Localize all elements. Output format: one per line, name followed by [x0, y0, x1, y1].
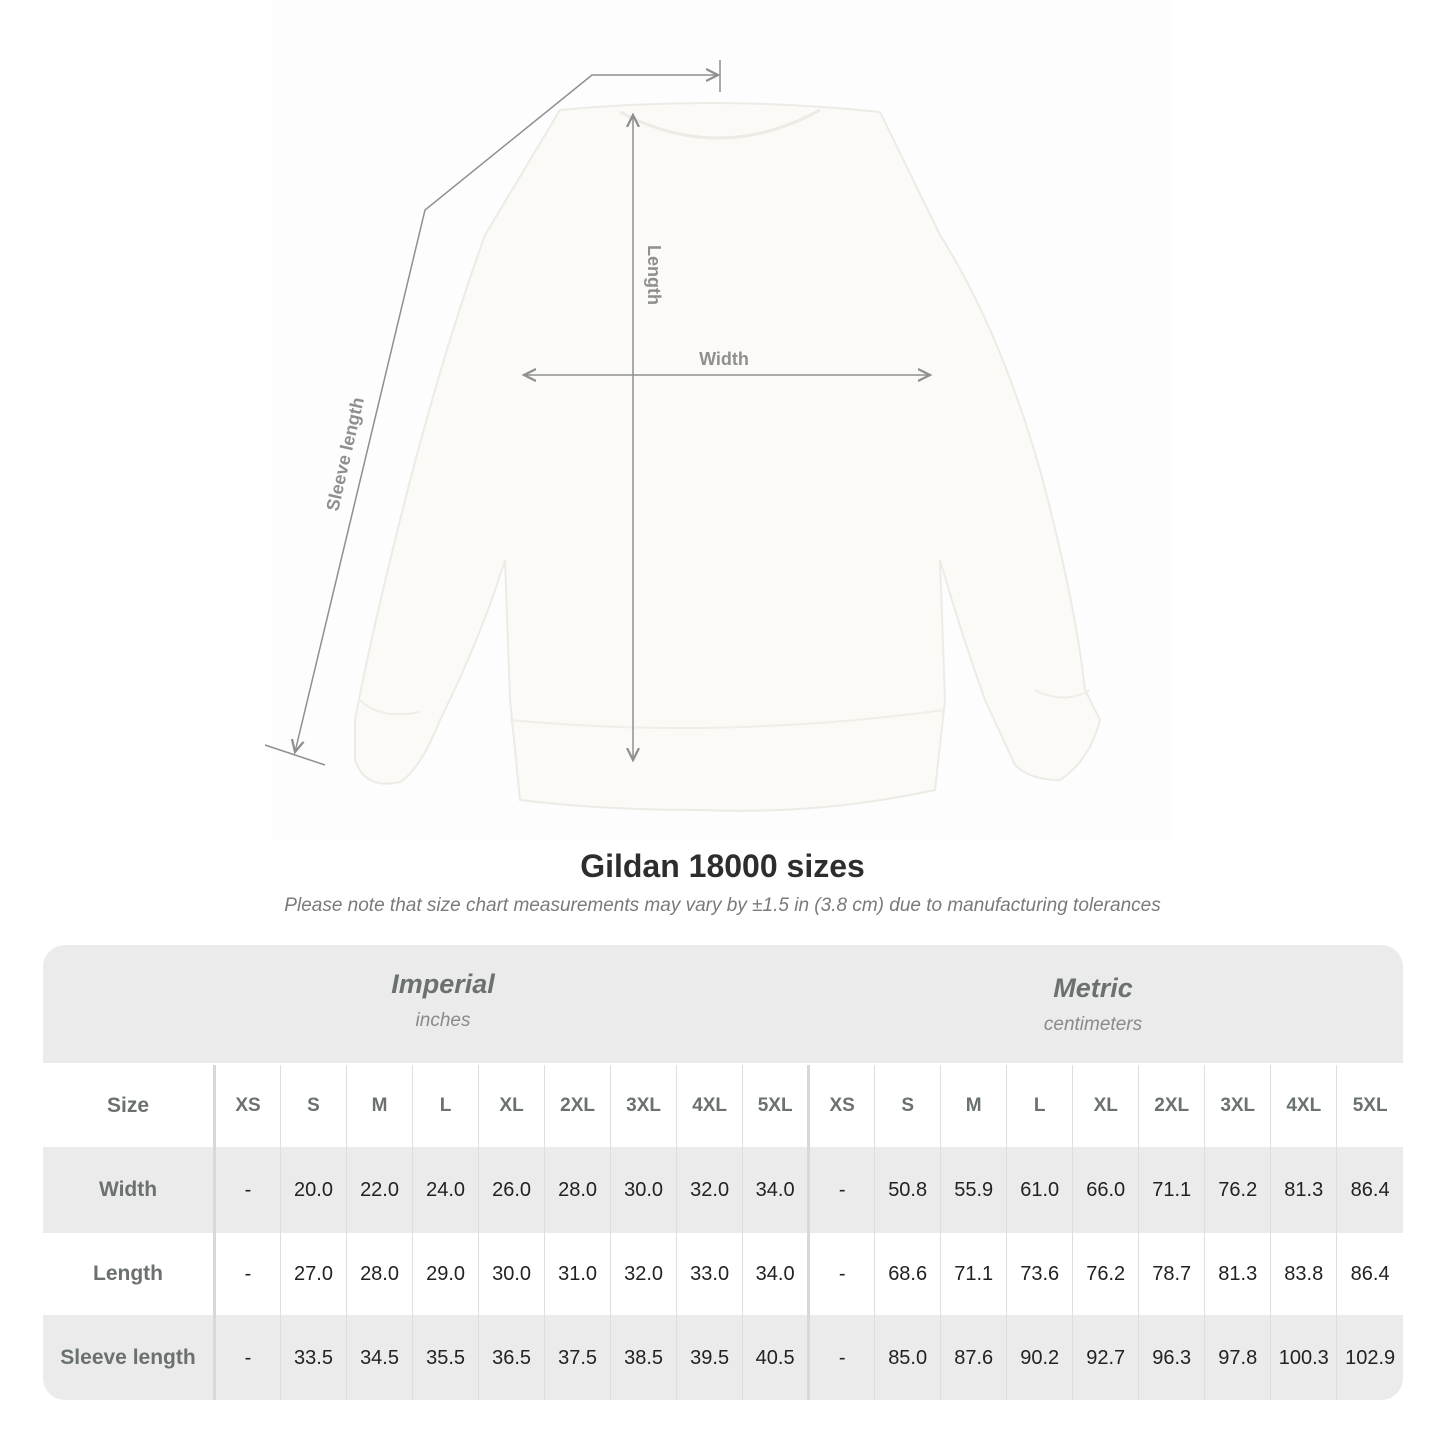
metric-size-header: L: [1006, 1065, 1073, 1147]
metric-size-header: 2XL: [1138, 1065, 1205, 1147]
metric-value-cell: -: [807, 1315, 875, 1400]
table-row: Sleeve length -33.5 34.5 35.5 36.5 37.5 38.5 39…: [43, 1315, 1403, 1400]
imperial-value-cell: -: [213, 1315, 281, 1400]
imperial-size-header: XL: [478, 1065, 545, 1147]
chart-title: Gildan 18000 sizes: [580, 848, 865, 884]
imperial-size-header: 2XL: [544, 1065, 611, 1147]
imperial-value-cell: 33.5: [280, 1315, 347, 1400]
size-row-label: Size: [43, 1065, 216, 1147]
metric-value-cell: 76.2: [1204, 1147, 1271, 1233]
metric-value-cell: 76.2: [1072, 1233, 1139, 1315]
sleeve-length-measure-line: [264, 60, 721, 766]
sweatshirt-illustration: Length Width Sleeve length: [264, 60, 1102, 812]
metric-value-cell: 68.6: [874, 1233, 941, 1315]
size-table: Size XS S M L XL 2XL 3XL 4XL 5XL XS S M L XL 2XL 3XL 4XL 5…: [43, 1065, 1403, 1400]
row-label: Length: [43, 1233, 216, 1315]
imperial-value-cell: -: [213, 1233, 281, 1315]
imperial-unit: inches: [415, 1010, 471, 1031]
imperial-value-cell: 30.0: [478, 1233, 545, 1315]
imperial-value-cell: 32.0: [676, 1147, 743, 1233]
metric-header: Metric centimeters: [863, 973, 1323, 1036]
metric-unit: centimeters: [1043, 1014, 1143, 1035]
metric-value-cell: -: [807, 1233, 875, 1315]
table-row: Width -20.0 22.0 24.0 26.0 28.0 30.0 32.0 34.0-5…: [43, 1147, 1403, 1233]
metric-value-cell: 81.3: [1270, 1147, 1337, 1233]
metric-value-cell: 85.0: [874, 1315, 941, 1400]
imperial-value-cell: 24.0: [412, 1147, 479, 1233]
metric-size-header: 4XL: [1270, 1065, 1337, 1147]
metric-value-cell: 86.4: [1336, 1233, 1403, 1315]
imperial-size-header: L: [412, 1065, 479, 1147]
metric-value-cell: 71.1: [940, 1233, 1007, 1315]
metric-value-cell: 96.3: [1138, 1315, 1205, 1400]
metric-value-cell: 50.8: [874, 1147, 941, 1233]
imperial-size-header: 5XL: [742, 1065, 809, 1147]
metric-value-cell: 86.4: [1336, 1147, 1403, 1233]
imperial-value-cell: 39.5: [676, 1315, 743, 1400]
imperial-size-header: M: [346, 1065, 413, 1147]
metric-value-cell: 83.8: [1270, 1233, 1337, 1315]
imperial-size-header: XS: [213, 1065, 281, 1147]
imperial-value-cell: 34.0: [742, 1147, 809, 1233]
imperial-value-cell: 29.0: [412, 1233, 479, 1315]
unit-system-header: Imperial inches Metric centimeters: [43, 945, 1403, 1063]
metric-value-cell: 87.6: [940, 1315, 1007, 1400]
metric-value-cell: 55.9: [940, 1147, 1007, 1233]
imperial-size-header: S: [280, 1065, 347, 1147]
metric-value-cell: 97.8: [1204, 1315, 1271, 1400]
imperial-value-cell: 27.0: [280, 1233, 347, 1315]
metric-value-cell: 81.3: [1204, 1233, 1271, 1315]
imperial-value-cell: 30.0: [610, 1147, 677, 1233]
length-label: Length: [644, 245, 664, 305]
metric-value-cell: 66.0: [1072, 1147, 1139, 1233]
metric-value-cell: 92.7: [1072, 1315, 1139, 1400]
imperial-value-cell: 20.0: [280, 1147, 347, 1233]
imperial-value-cell: 38.5: [610, 1315, 677, 1400]
size-chart: Imperial inches Metric centimeters Size X…: [43, 945, 1403, 1400]
imperial-value-cell: 36.5: [478, 1315, 545, 1400]
metric-size-header: XL: [1072, 1065, 1139, 1147]
metric-value-cell: 90.2: [1006, 1315, 1073, 1400]
imperial-value-cell: 28.0: [544, 1147, 611, 1233]
imperial-value-cell: 28.0: [346, 1233, 413, 1315]
imperial-value-cell: 32.0: [610, 1233, 677, 1315]
size-header-row: Size XS S M L XL 2XL 3XL 4XL 5XL XS S M L XL 2XL 3XL 4XL 5…: [43, 1065, 1403, 1147]
imperial-value-cell: 31.0: [544, 1233, 611, 1315]
imperial-value-cell: 22.0: [346, 1147, 413, 1233]
metric-value-cell: 61.0: [1006, 1147, 1073, 1233]
metric-size-header: M: [940, 1065, 1007, 1147]
metric-size-header: XS: [807, 1065, 875, 1147]
imperial-value-cell: 34.0: [742, 1233, 809, 1315]
width-label: Width: [699, 349, 749, 369]
metric-title: Metric: [1053, 973, 1133, 1003]
metric-size-header: 3XL: [1204, 1065, 1271, 1147]
imperial-value-cell: -: [213, 1147, 281, 1233]
metric-value-cell: 78.7: [1138, 1233, 1205, 1315]
imperial-value-cell: 35.5: [412, 1315, 479, 1400]
imperial-value-cell: 33.0: [676, 1233, 743, 1315]
imperial-header: Imperial inches: [213, 969, 673, 1032]
imperial-size-header: 4XL: [676, 1065, 743, 1147]
metric-value-cell: -: [807, 1147, 875, 1233]
metric-value-cell: 102.9: [1336, 1315, 1403, 1400]
imperial-title: Imperial: [391, 969, 495, 999]
row-label: Sleeve length: [43, 1315, 216, 1400]
metric-value-cell: 71.1: [1138, 1147, 1205, 1233]
row-label: Width: [43, 1147, 216, 1233]
metric-value-cell: 100.3: [1270, 1315, 1337, 1400]
tolerance-note: Please note that size chart measurements…: [284, 895, 1161, 916]
imperial-value-cell: 37.5: [544, 1315, 611, 1400]
table-row: Length -27.0 28.0 29.0 30.0 31.0 32.0 33.0 34.0-…: [43, 1233, 1403, 1315]
metric-size-header: S: [874, 1065, 941, 1147]
imperial-value-cell: 26.0: [478, 1147, 545, 1233]
imperial-value-cell: 34.5: [346, 1315, 413, 1400]
imperial-value-cell: 40.5: [742, 1315, 809, 1400]
metric-value-cell: 73.6: [1006, 1233, 1073, 1315]
metric-size-header: 5XL: [1336, 1065, 1403, 1147]
imperial-size-header: 3XL: [610, 1065, 677, 1147]
